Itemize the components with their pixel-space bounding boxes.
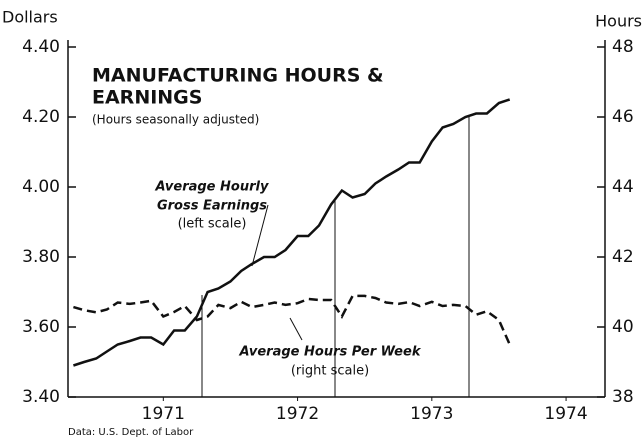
y2-axis-label: Hours [595,12,642,31]
annotation: (right scale) [291,364,369,379]
leader-line [289,317,303,341]
annotation: Gross Earnings [157,199,267,214]
y2-tick-label: 48 [612,37,634,57]
x-tick-label: 1971 [142,404,185,424]
annotation: (left scale) [178,217,247,232]
x-tick-label: 1974 [544,404,587,424]
y-axis-label: Dollars [2,8,58,27]
y2-tick-label: 40 [612,317,634,337]
chart-subtitle: (Hours seasonally adjusted) [92,113,259,127]
y2-tick-label: 44 [612,177,634,197]
chart-title: EARNINGS [92,87,202,109]
annotation: Average Hourly [155,180,269,195]
y2-tick-label: 38 [612,387,634,407]
y2-tick-label: 42 [612,247,634,267]
leader-lines [201,116,470,397]
y-tick-label: 3.40 [22,387,60,407]
chart-title: MANUFACTURING HOURS & [92,65,384,87]
y-tick-label: 3.60 [22,317,60,337]
y-tick-label: 4.40 [22,37,60,57]
leader-line [251,204,269,267]
y-tick-label: 4.20 [22,107,60,127]
x-tick-label: 1973 [410,404,453,424]
source-note: Data: U.S. Dept. of Labor [68,427,194,438]
dashed-line [73,294,511,346]
y-tick-label: 4.00 [22,177,60,197]
x-tick-label: 1972 [276,404,319,424]
annotation: Average Hours Per Week [239,345,422,360]
axes [67,40,606,398]
y-tick-label: 3.80 [22,247,60,267]
solid-line [73,98,511,367]
y2-tick-label: 46 [612,107,634,127]
